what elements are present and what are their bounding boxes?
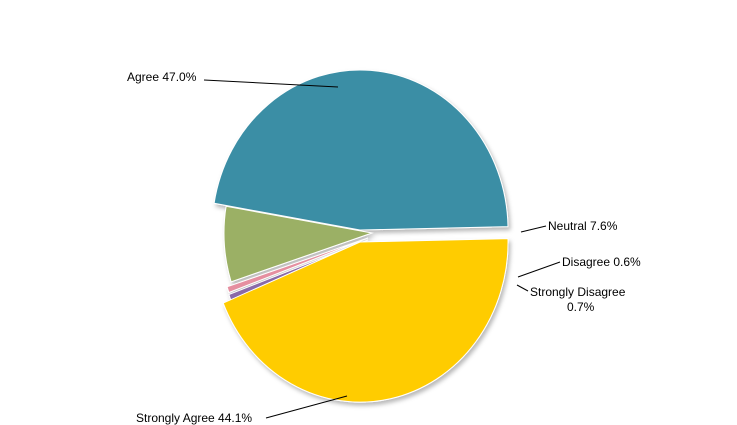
- pie-slice-disagree: [226, 237, 369, 294]
- pie-slice-neutral: [223, 205, 374, 283]
- label-strongly-disagree-pct: 0.7%: [567, 300, 595, 314]
- leader-disagree: [517, 261, 561, 278]
- pie-slice-agree: [213, 69, 509, 231]
- leader-neutral: [520, 225, 547, 233]
- label-leader-lines: [203, 79, 561, 419]
- label-strongly-disagree: Strongly Disagree: [530, 285, 626, 299]
- leader-agree: [203, 79, 339, 88]
- label-disagree: Disagree 0.6%: [562, 255, 641, 269]
- leader-strongly-disagree: [516, 284, 529, 292]
- pie-slice-strongly-agree: [222, 238, 509, 403]
- label-agree: Agree 47.0%: [127, 70, 197, 84]
- label-neutral: Neutral 7.6%: [548, 219, 618, 233]
- leader-strongly-agree: [265, 395, 348, 419]
- pie-slices: [213, 69, 509, 403]
- label-strongly-agree: Strongly Agree 44.1%: [136, 411, 252, 425]
